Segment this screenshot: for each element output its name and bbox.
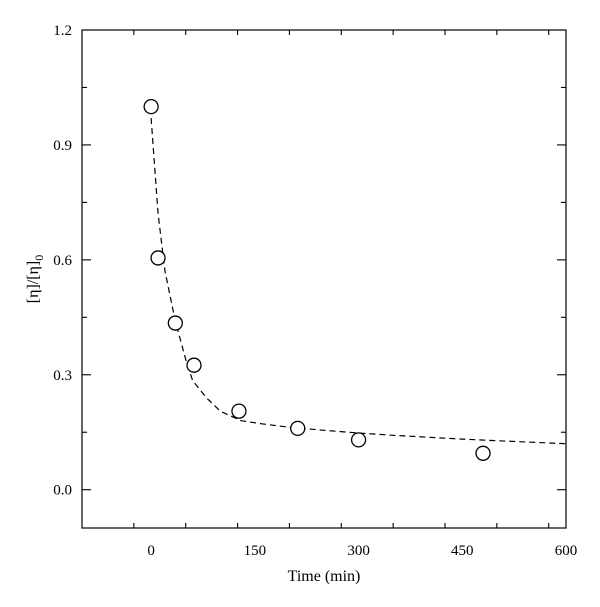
y-tick-label: 0.3 bbox=[53, 368, 72, 384]
x-tick-label: 600 bbox=[555, 543, 578, 559]
y-axis-label-subscript: 0 bbox=[32, 255, 46, 261]
y-axis-label-main: [η]/[η] bbox=[25, 261, 42, 304]
x-axis-ticks: 0 150 300 450 600 bbox=[133, 30, 578, 559]
y-tick-label: 0.9 bbox=[53, 138, 72, 154]
fit-curve bbox=[150, 118, 567, 445]
y-axis-ticks: 0.0 0.3 0.6 0.9 1.2 bbox=[53, 23, 566, 499]
data-point bbox=[475, 445, 491, 461]
data-point bbox=[143, 98, 159, 115]
data-point bbox=[231, 403, 247, 419]
x-tick-label: 300 bbox=[347, 543, 370, 559]
data-point bbox=[167, 315, 183, 331]
data-point bbox=[186, 357, 202, 373]
x-tick-label: 0 bbox=[147, 543, 155, 559]
x-tick-label: 150 bbox=[244, 543, 267, 559]
data-point bbox=[150, 250, 166, 266]
data-point bbox=[290, 420, 306, 437]
data-points bbox=[143, 98, 491, 461]
x-tick-label: 450 bbox=[451, 543, 474, 559]
plot-frame bbox=[81, 29, 567, 529]
x-axis-label: Time (min) bbox=[288, 568, 361, 585]
y-tick-label: 0.0 bbox=[53, 483, 72, 499]
y-tick-label: 0.6 bbox=[53, 253, 72, 269]
data-point bbox=[350, 432, 367, 448]
y-axis-label: [η]/[η]0 bbox=[25, 255, 46, 304]
y-tick-label: 1.2 bbox=[53, 23, 72, 39]
